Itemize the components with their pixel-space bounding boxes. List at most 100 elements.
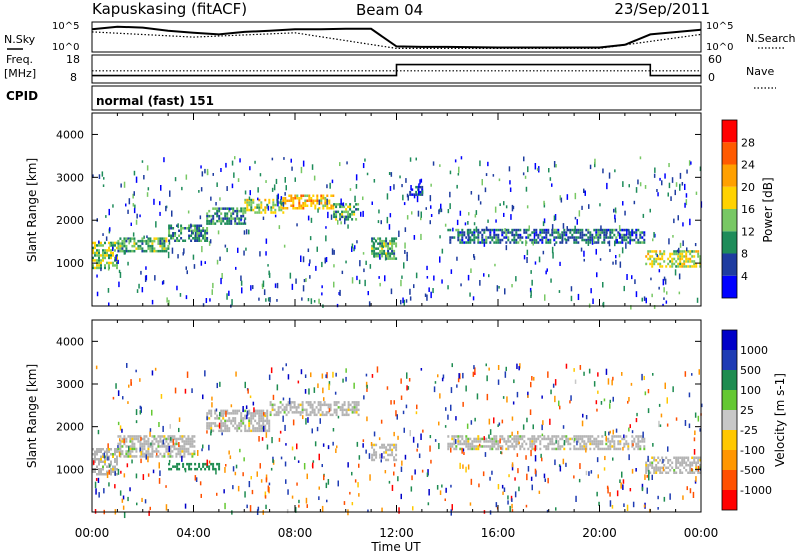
heatmap-cell [696,297,699,303]
heatmap-cell [145,440,148,443]
heatmap-cell [318,298,320,304]
heatmap-cell [681,456,684,459]
heatmap-cell [296,197,299,200]
heatmap-cell [523,440,526,443]
heatmap-cell [581,437,584,441]
heatmap-cell [429,445,431,452]
heatmap-cell [481,228,484,232]
heatmap-cell [615,435,618,438]
heatmap-cell [420,368,423,371]
heatmap-cell [465,437,468,441]
heatmap-cell [180,224,183,227]
heatmap-cell [285,403,288,407]
heatmap-cell [400,466,403,472]
heatmap-cell [301,403,304,407]
heatmap-cell [695,464,698,467]
heatmap-cell [347,462,349,468]
heatmap-cell [139,440,142,443]
heatmap-cell [284,197,287,200]
heatmap-cell [622,446,624,451]
heatmap-cell [157,242,160,245]
heatmap-cell [511,431,513,436]
heatmap-cell [395,242,398,245]
heatmap-cell [420,233,422,241]
heatmap-cell [258,208,261,212]
heatmap-cell [220,168,222,173]
heatmap-cell [465,440,468,443]
heatmap-cell [325,374,327,378]
heatmap-cell [529,409,532,416]
heatmap-cell [457,440,460,443]
heatmap-cell [256,427,259,430]
heatmap-cell [222,417,225,420]
freq-right-tick-bottom: 0 [708,71,715,84]
heatmap-cell [264,495,267,499]
heatmap-cell [530,381,532,388]
heatmap-cell [644,185,647,189]
heatmap-cell [393,252,396,255]
heatmap-cell [254,414,257,418]
heatmap-cell [168,459,171,463]
heatmap-cell [129,239,132,243]
heatmap-cell [635,241,638,244]
heatmap-cell [628,229,630,236]
heatmap-cell [120,470,122,474]
heatmap-cell [549,241,552,244]
heatmap-cell [688,423,691,429]
heatmap-cell [689,265,692,268]
heatmap-cell [635,418,638,423]
heatmap-cell [139,410,142,415]
heatmap-cell [114,249,116,252]
heatmap-cell [612,429,614,435]
heatmap-cell [171,210,173,217]
heatmap-cell [279,401,282,404]
heatmap-cell [659,257,662,261]
heatmap-cell [495,502,498,508]
heatmap-cell [559,241,562,244]
heatmap-cell [135,447,138,451]
heatmap-cell [641,437,644,441]
heatmap-cell [119,445,122,448]
heatmap-cell [491,236,494,239]
heatmap-cell [118,269,121,274]
heatmap-cell [104,256,106,260]
colorbar-tick-label: 1000 [740,344,768,357]
heatmap-cell [333,408,336,412]
heatmap-cell [323,403,326,407]
heatmap-cell [592,237,595,244]
heatmap-cell [240,275,242,282]
heatmap-cell [691,260,694,263]
heatmap-cell [406,385,408,391]
heatmap-cell [639,445,642,448]
heatmap-cell [667,262,670,266]
heatmap-cell [186,462,189,466]
heatmap-cell [226,222,229,225]
heatmap-cell [519,228,522,232]
heatmap-cell [562,425,565,429]
y-tick-label: 2000 [56,214,84,227]
heatmap-cell [573,440,576,443]
heatmap-cell [208,417,211,420]
heatmap-cell [547,477,549,484]
heatmap-cell [393,456,396,459]
heatmap-cell [499,241,502,244]
heatmap-cell [366,416,368,422]
heatmap-cell [104,460,106,463]
heatmap-cell [389,239,392,243]
heatmap-cell [475,226,478,233]
heatmap-cell [114,256,116,260]
heatmap-cell [254,419,257,423]
heatmap-cell [653,232,655,238]
heatmap-cell [262,424,265,428]
heatmap-cell [508,474,510,478]
heatmap-cell [657,461,660,464]
heatmap-cell [216,182,218,187]
heatmap-cell [346,161,348,165]
heatmap-cell [118,451,121,457]
heatmap-cell [208,409,211,413]
heatmap-cell [296,207,299,210]
heatmap-cell [204,229,207,232]
heatmap-cell [529,233,532,237]
heatmap-cell [624,210,626,216]
heatmap-cell [419,185,422,189]
